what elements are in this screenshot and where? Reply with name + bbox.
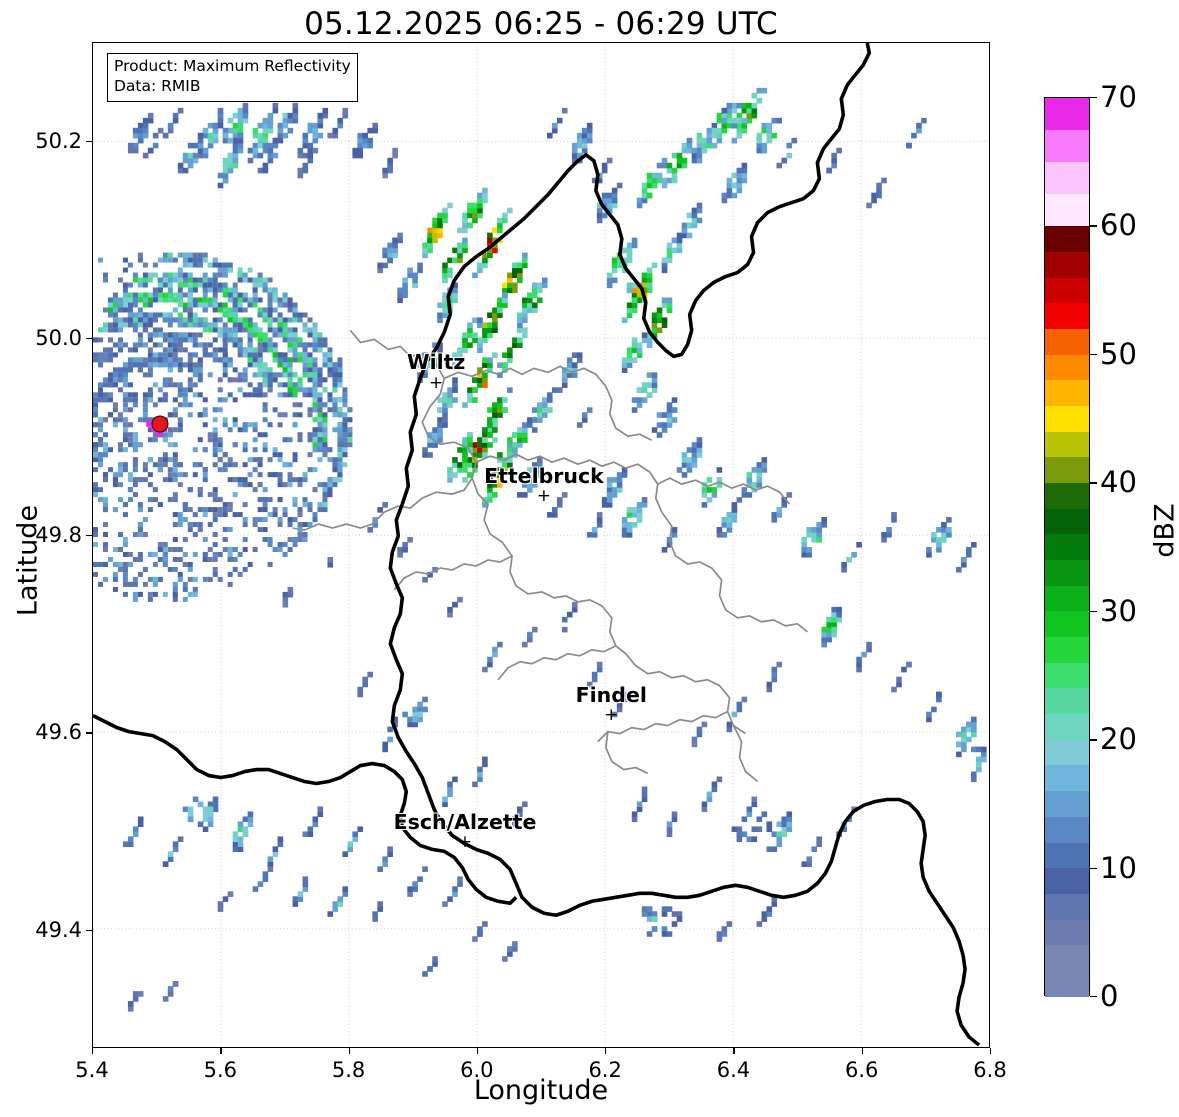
- x-tick-label: 5.4: [75, 1058, 109, 1082]
- colorbar-band: [1045, 611, 1089, 638]
- x-tick-mark: [990, 1048, 992, 1054]
- colorbar-tick-label: 10: [1100, 850, 1137, 885]
- colorbar-band: [1045, 637, 1089, 663]
- colorbar-band: [1045, 765, 1089, 792]
- colorbar-tick-label: 60: [1100, 208, 1137, 243]
- colorbar-band: [1045, 277, 1089, 304]
- x-tick-label: 6.4: [716, 1058, 751, 1082]
- x-tick-mark: [605, 1048, 607, 1054]
- page-title: 05.12.2025 06:25 - 06:29 UTC: [304, 6, 778, 42]
- colorbar-band: [1045, 431, 1089, 458]
- colorbar-band: [1045, 970, 1089, 997]
- y-tick-mark: [86, 732, 92, 734]
- colorbar-tick-mark: [1090, 996, 1097, 998]
- colorbar-tick-label: 50: [1100, 336, 1137, 371]
- colorbar-band: [1045, 868, 1089, 894]
- x-tick-mark: [861, 1048, 863, 1054]
- colorbar-band: [1045, 714, 1089, 740]
- map-plot-area[interactable]: Product: Maximum Reflectivity Data: RMIB…: [92, 42, 990, 1048]
- colorbar-band: [1045, 508, 1089, 535]
- info-box: Product: Maximum Reflectivity Data: RMIB: [107, 53, 358, 102]
- colorbar-band: [1045, 406, 1089, 432]
- colorbar-band: [1045, 252, 1089, 278]
- colorbar-band: [1045, 791, 1089, 817]
- x-tick-label: 6.6: [845, 1058, 879, 1082]
- colorbar-band: [1045, 483, 1089, 509]
- colorbar-band: [1045, 662, 1089, 689]
- colorbar[interactable]: [1044, 97, 1090, 997]
- colorbar-tick-mark: [1090, 97, 1097, 99]
- colorbar-tick-mark: [1090, 610, 1097, 613]
- national-border-southwest: [93, 714, 518, 906]
- colorbar-tick-mark: [1090, 739, 1097, 741]
- x-tick-mark: [348, 1048, 350, 1054]
- colorbar-band: [1045, 585, 1089, 612]
- colorbar-tick-label: 20: [1100, 722, 1137, 757]
- colorbar-band: [1045, 534, 1089, 561]
- y-tick-mark: [86, 140, 92, 142]
- district-boundaries: [292, 329, 808, 783]
- colorbar-tick-label: 30: [1100, 593, 1137, 628]
- colorbar-tick-mark: [1090, 867, 1097, 869]
- info-product-line: Product: Maximum Reflectivity: [114, 57, 351, 75]
- colorbar-band: [1045, 688, 1089, 715]
- colorbar-tick-label: 0: [1100, 979, 1119, 1013]
- x-tick-mark: [476, 1048, 479, 1054]
- colorbar-band: [1045, 919, 1089, 946]
- y-tick-label: 50.2: [35, 128, 82, 153]
- colorbar-band: [1045, 329, 1089, 355]
- colorbar-band: [1045, 457, 1089, 484]
- colorbar-label: dBZ: [1149, 503, 1179, 558]
- x-tick-label: 6.2: [588, 1058, 622, 1082]
- colorbar-band: [1045, 816, 1089, 843]
- colorbar-band: [1045, 739, 1089, 766]
- colorbar-band: [1045, 98, 1089, 131]
- x-tick-mark: [733, 1048, 735, 1054]
- colorbar-band: [1045, 130, 1089, 163]
- x-tick-mark: [92, 1048, 94, 1054]
- radar-map-svg: [93, 43, 989, 1047]
- colorbar-band: [1045, 162, 1089, 195]
- radar-site-marker[interactable]: [151, 415, 169, 433]
- y-tick-label: 49.6: [35, 720, 82, 745]
- colorbar-band: [1045, 945, 1089, 971]
- national-border-north: [400, 43, 872, 505]
- colorbar-tick-mark: [1090, 353, 1097, 356]
- y-tick-mark: [86, 337, 92, 340]
- colorbar-band: [1045, 354, 1089, 381]
- radar-echo-layer: [122, 87, 987, 1012]
- x-tick-label: 5.6: [203, 1058, 237, 1082]
- colorbar-band: [1045, 842, 1089, 869]
- y-tick-mark: [86, 535, 92, 537]
- colorbar-band: [1045, 303, 1089, 330]
- colorbar-tick-mark: [1090, 482, 1097, 484]
- x-axis-label: Longitude: [473, 1075, 609, 1106]
- y-tick-label: 50.0: [35, 325, 82, 350]
- y-tick-label: 49.4: [35, 917, 82, 942]
- colorbar-band: [1045, 380, 1089, 407]
- x-tick-label: 6.8: [973, 1058, 1007, 1082]
- border-layer: [93, 43, 981, 1047]
- radar-clutter-rings: [93, 252, 353, 602]
- colorbar-band: [1045, 560, 1089, 586]
- y-tick-mark: [86, 929, 92, 931]
- x-tick-mark: [220, 1048, 222, 1054]
- y-tick-label: 49.8: [35, 523, 82, 548]
- colorbar-band: [1045, 226, 1089, 253]
- y-axis-label: Latitude: [12, 504, 44, 617]
- x-tick-label: 5.8: [331, 1058, 366, 1082]
- x-tick-label: 6.0: [460, 1058, 494, 1082]
- colorbar-band: [1045, 194, 1089, 227]
- info-data-line: Data: RMIB: [114, 76, 201, 95]
- colorbar-tick-label: 40: [1100, 465, 1137, 500]
- colorbar-band: [1045, 893, 1089, 920]
- national-border-east-south: [388, 503, 981, 1047]
- colorbar-tick-mark: [1090, 225, 1097, 227]
- colorbar-tick-label: 70: [1100, 80, 1137, 114]
